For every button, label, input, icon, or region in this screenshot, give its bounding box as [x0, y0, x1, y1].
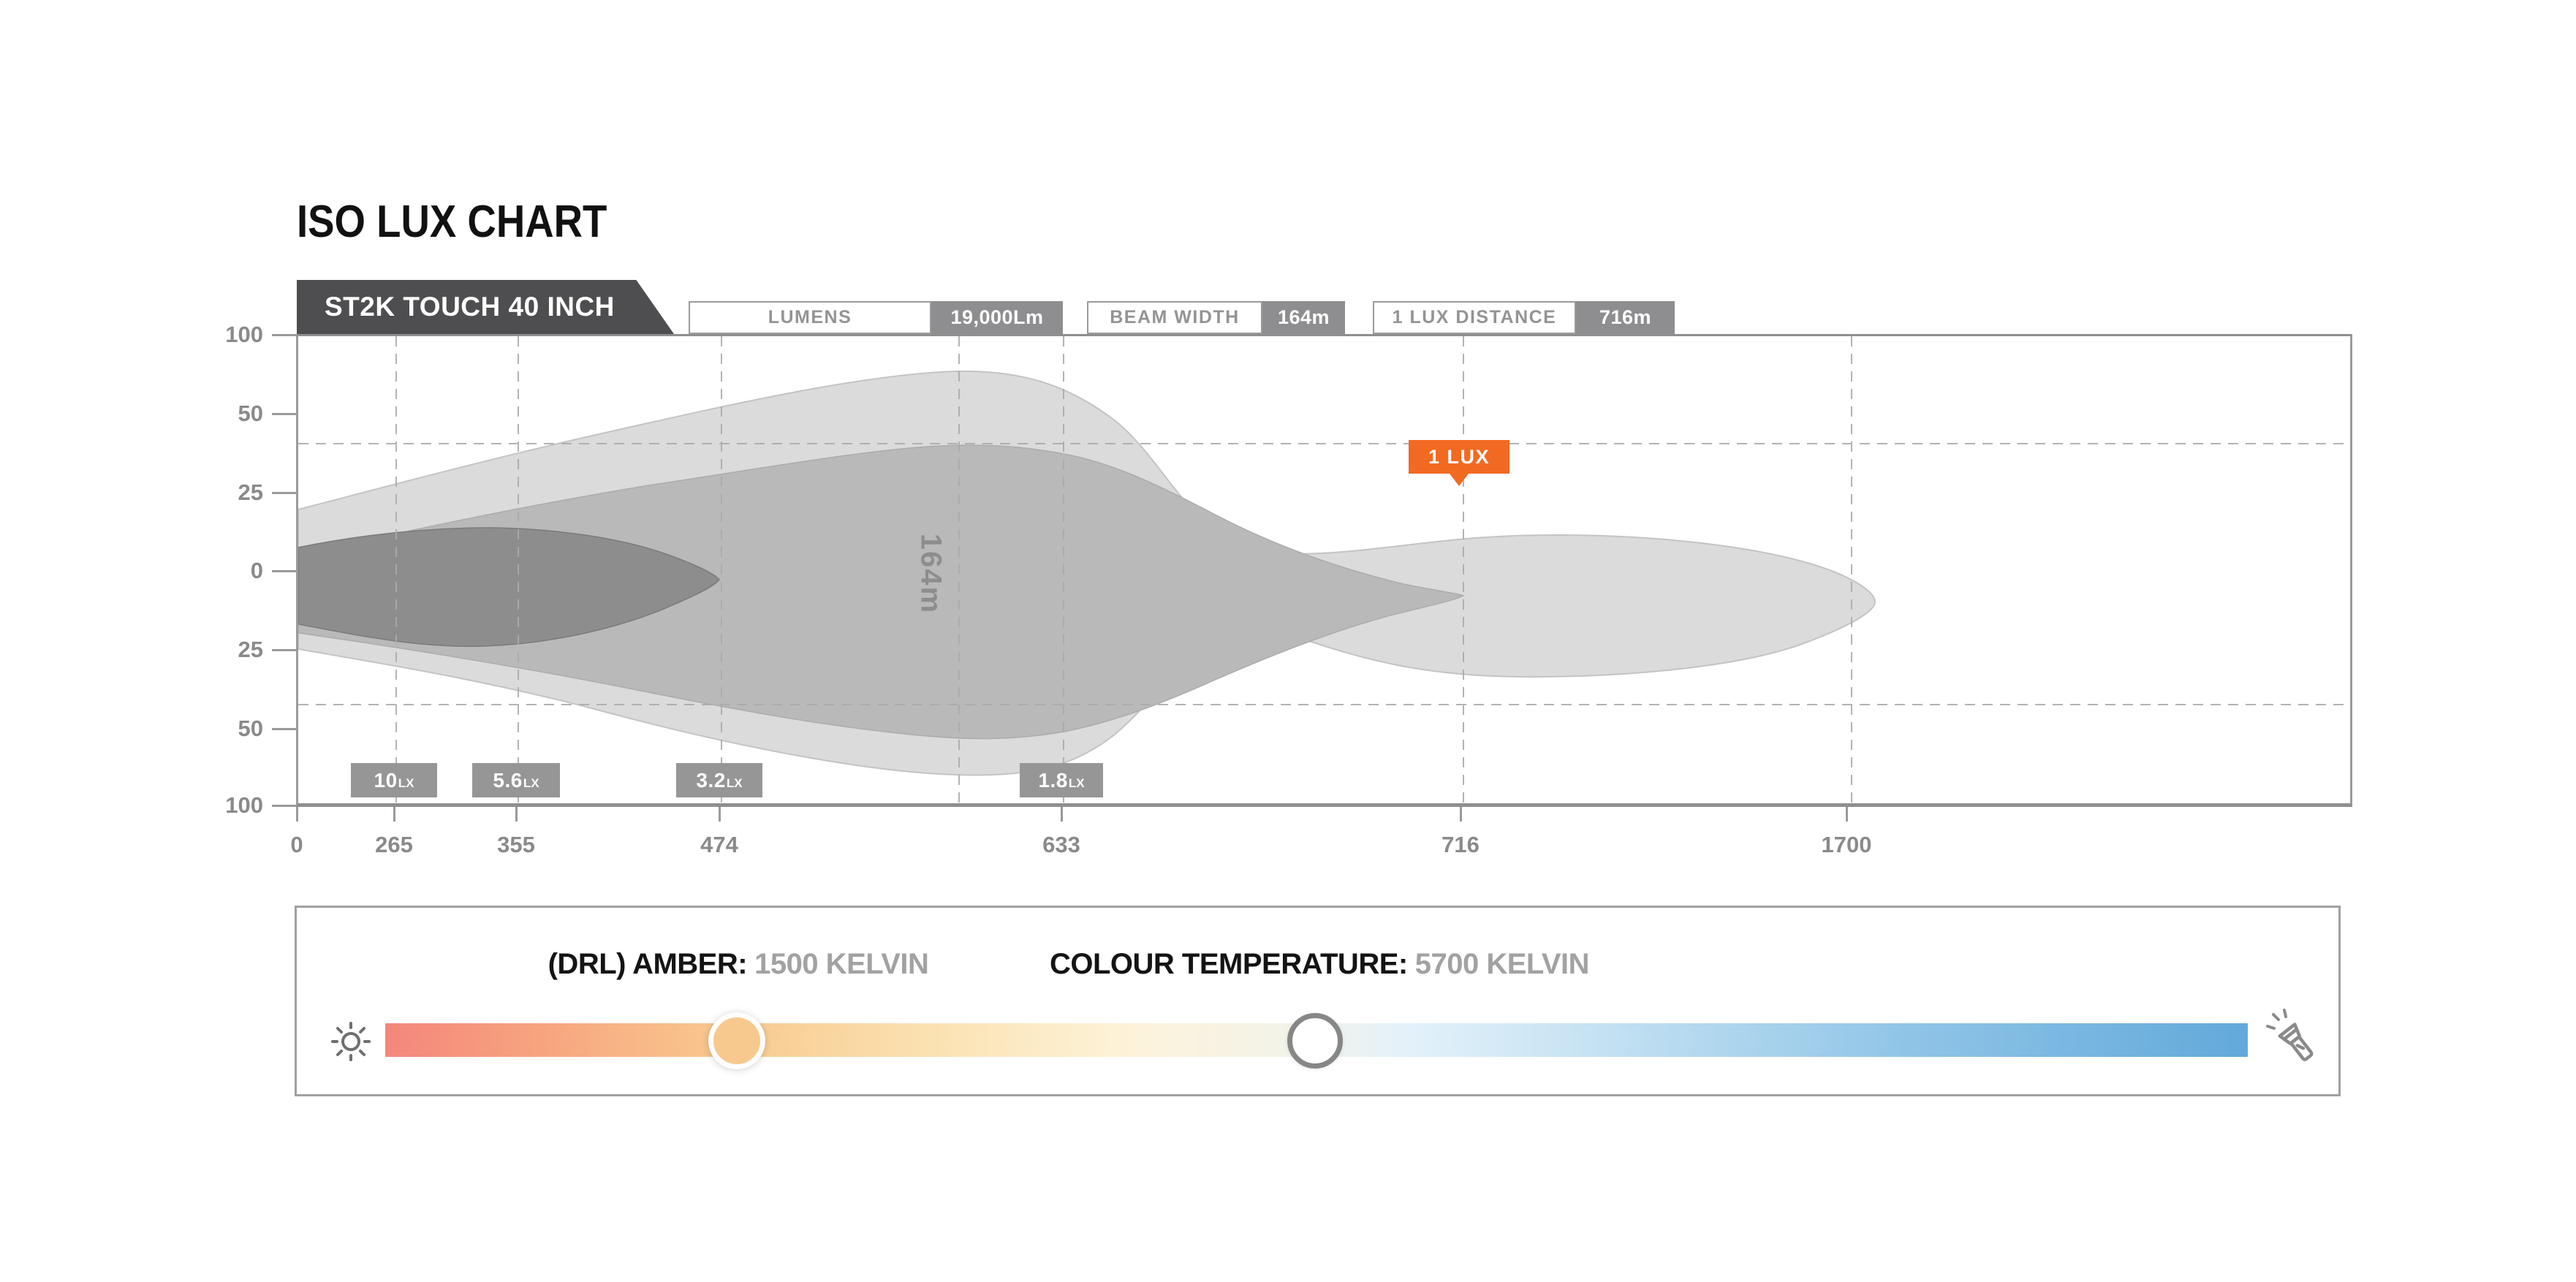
beam-contour-core — [298, 527, 720, 648]
page-title: ISO LUX CHART — [297, 197, 607, 247]
y-axis-label: 100 — [225, 792, 263, 818]
lux-suffix: LX — [523, 776, 539, 790]
x-axis-label: 474 — [700, 832, 738, 857]
white-kelvin-handle[interactable] — [1287, 1013, 1343, 1069]
one-lux-badge: 1 LUX — [1409, 440, 1509, 474]
spec-value-one-lux-distance: 716m — [1576, 301, 1675, 334]
spec-label-lumens: LUMENS — [689, 301, 931, 334]
y-axis-label: 50 — [238, 401, 263, 426]
amber-kelvin-handle[interactable] — [708, 1012, 765, 1069]
temperature-value: 5700 KELVIN — [1414, 948, 1590, 980]
lux-marker-5-6: 5.6 LX — [472, 763, 560, 797]
y-axis-label: 50 — [238, 716, 263, 741]
x-tick — [515, 807, 518, 822]
sun-icon — [331, 1022, 371, 1061]
lux-suffix: LX — [398, 776, 414, 790]
x-tick — [393, 807, 395, 822]
x-tick — [719, 807, 721, 822]
x-axis-label: 1700 — [1821, 832, 1872, 857]
lux-marker-3-2: 3.2 LX — [676, 763, 762, 797]
spec-label-beam-width: BEAM WIDTH — [1087, 301, 1262, 334]
x-tick — [1460, 807, 1462, 822]
x-axis-label: 716 — [1442, 832, 1480, 857]
y-axis-label: 25 — [238, 479, 263, 505]
y-tick — [272, 334, 296, 336]
lux-value: 10 — [374, 769, 398, 792]
amber-kelvin-line: (DRL) AMBER: 1500 KELVIN — [548, 948, 929, 981]
y-tick — [272, 805, 296, 807]
x-axis-label: 265 — [375, 832, 413, 857]
lux-suffix: LX — [1068, 776, 1085, 790]
iso-lux-plot: 164m — [296, 334, 2352, 807]
y-axis-label: 100 — [225, 322, 263, 347]
temperature-label: COLOUR TEMPERATURE: — [1049, 948, 1408, 980]
beam-contour-mid — [298, 444, 1465, 740]
spec-value-beam-width: 164m — [1262, 301, 1345, 334]
lux-value: 5.6 — [493, 769, 523, 792]
x-tick — [1061, 807, 1063, 822]
y-axis-label: 25 — [238, 637, 263, 662]
lux-suffix: LX — [726, 776, 743, 790]
y-tick — [272, 492, 296, 494]
x-axis-label: 0 — [290, 832, 303, 857]
amber-label: (DRL) AMBER: — [548, 948, 748, 980]
spec-label-one-lux-distance: 1 LUX DISTANCE — [1373, 301, 1576, 334]
beam-width-annotation: 164m — [914, 534, 947, 614]
temperature-kelvin-line: COLOUR TEMPERATURE: 5700 KELVIN — [1049, 948, 1590, 981]
y-tick — [272, 728, 296, 730]
x-tick — [1846, 807, 1848, 822]
y-tick — [272, 413, 296, 415]
lux-value: 3.2 — [696, 769, 726, 792]
lux-value: 1.8 — [1038, 769, 1068, 792]
flashlight-icon — [2266, 1009, 2314, 1061]
beam-pattern-svg: 164m — [298, 336, 2350, 803]
spec-value-lumens: 19,000Lm — [931, 301, 1063, 334]
y-axis-label: 0 — [250, 558, 263, 583]
amber-value: 1500 KELVIN — [754, 948, 929, 980]
y-tick — [272, 570, 296, 572]
lux-marker-10: 10 LX — [351, 763, 437, 797]
one-lux-pointer-icon — [1450, 474, 1469, 486]
x-axis-label: 355 — [497, 832, 535, 857]
x-tick — [296, 807, 298, 822]
product-badge: ST2K TOUCH 40 INCH — [297, 280, 674, 334]
lux-marker-1-8: 1.8 LX — [1020, 763, 1103, 797]
x-axis-label: 633 — [1042, 832, 1080, 857]
y-tick — [272, 649, 296, 651]
dashed-gridlines — [298, 336, 2350, 803]
